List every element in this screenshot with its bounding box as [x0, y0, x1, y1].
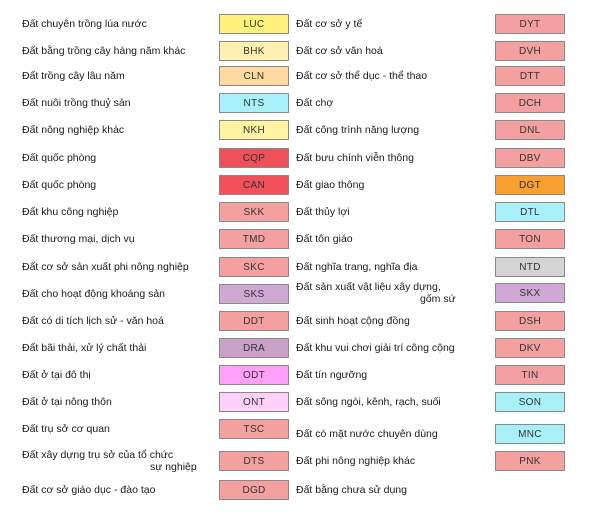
right-legend-swatch: DBV [495, 148, 565, 168]
left-legend-label: Đất có di tích lịch sử - văn hoá [22, 315, 164, 327]
right-legend-swatch: DSH [495, 311, 565, 331]
right-legend-label: Đất cơ sở thể dục - thể thao [296, 70, 428, 82]
right-legend-swatch: DYT [495, 14, 565, 34]
right-legend-swatch: DCH [495, 93, 565, 113]
right-legend-swatch: SON [495, 392, 565, 412]
left-legend-swatch: TMD [219, 229, 289, 249]
left-legend-swatch: SKC [219, 257, 289, 277]
left-legend-swatch: TSC [219, 419, 289, 439]
right-legend-swatch: SKX [495, 283, 565, 303]
left-legend-swatch: NKH [219, 120, 289, 140]
left-legend-label-line2: sự nghiệp [150, 461, 197, 473]
left-legend-swatch: LUC [219, 14, 289, 34]
right-legend-label: Đất sản xuất vật liệu xây dựng, gốm sứ [296, 281, 456, 305]
right-legend-swatch: PNK [495, 451, 565, 471]
right-legend-label: Đất cơ sở y tế [296, 18, 363, 30]
right-legend-label: Đất công trình năng lượng [296, 124, 420, 136]
left-legend-swatch: BHK [219, 41, 289, 61]
left-legend-label: Đất cho hoạt động khoáng sản [22, 288, 166, 300]
right-legend-label: Đất tín ngưỡng [296, 369, 368, 381]
left-legend-label: Đất quốc phòng [22, 152, 97, 164]
right-legend-label: Đất bưu chính viễn thông [296, 152, 414, 164]
left-legend-label: Đất trồng cây lâu năm [22, 70, 125, 82]
left-legend-swatch: CQP [219, 148, 289, 168]
right-legend-label: Đất thủy lợi [296, 206, 350, 218]
left-legend-swatch: NTS [219, 93, 289, 113]
right-legend-label: Đất phi nông nghiệp khác [296, 455, 416, 467]
right-legend-label: Đất giao thông [296, 179, 365, 191]
right-legend-swatch: DNL [495, 120, 565, 140]
left-legend-label: Đất khu công nghiệp [22, 206, 119, 218]
left-legend-swatch: CAN [219, 175, 289, 195]
right-legend-label: Đất có mặt nước chuyên dùng [296, 428, 438, 440]
left-legend-swatch: ODT [219, 365, 289, 385]
left-legend-label: Đất cơ sở giáo dục - đào tạo [22, 484, 156, 496]
right-legend-label-line2: gốm sứ [420, 293, 456, 305]
right-legend-swatch: NTD [495, 257, 565, 277]
left-legend-label: Đất ở tại đô thị [22, 369, 91, 381]
right-legend-label-line1: Đất sản xuất vật liệu xây dựng, [296, 281, 441, 293]
left-legend-label: Đất bãi thải, xử lý chất thải [22, 342, 147, 354]
left-legend-swatch: SKK [219, 202, 289, 222]
right-legend-swatch: TIN [495, 365, 565, 385]
right-legend-label: Đất bằng chưa sử dụng [296, 484, 407, 496]
left-legend-label: Đất nuôi trồng thuỷ sản [22, 97, 131, 109]
right-legend-label: Đất chợ [296, 97, 334, 109]
left-legend-swatch: DRA [219, 338, 289, 358]
right-legend-swatch: MNC [495, 424, 565, 444]
left-legend-label: Đất cơ sở sản xuất phi nông nghiệp [22, 261, 189, 273]
right-legend-label: Đất tôn giáo [296, 233, 353, 245]
right-legend-swatch: DTL [495, 202, 565, 222]
left-legend-label: Đất bằng trồng cây hàng năm khác [22, 45, 186, 57]
right-legend-swatch: DKV [495, 338, 565, 358]
right-legend-label: Đất khu vui chơi giải trí công cộng [296, 342, 455, 354]
left-legend-swatch: DGD [219, 480, 289, 500]
right-legend-label: Đất cơ sở văn hoá [296, 45, 383, 57]
left-legend-label: Đất xây dựng trụ sở của tổ chức sự nghiệp [22, 449, 197, 473]
left-legend-swatch: ONT [219, 392, 289, 412]
left-legend-swatch: CLN [219, 66, 289, 86]
left-legend-label: Đất quốc phòng [22, 179, 97, 191]
right-legend-label: Đất nghĩa trang, nghĩa địa [296, 261, 418, 273]
left-legend-label: Đất nông nghiệp khác [22, 124, 125, 136]
left-legend-label: Đất ở tại nông thôn [22, 396, 112, 408]
right-legend-swatch: DVH [495, 41, 565, 61]
left-legend-swatch: SKS [219, 284, 289, 304]
left-legend-label: Đất chuyên trồng lúa nước [22, 18, 147, 30]
right-legend-swatch: DGT [495, 175, 565, 195]
left-legend-label: Đất thương mại, dịch vụ [22, 233, 135, 245]
left-legend-label: Đất trụ sở cơ quan [22, 423, 110, 435]
right-legend-swatch: DTT [495, 66, 565, 86]
right-legend-swatch: TON [495, 229, 565, 249]
left-legend-swatch: DDT [219, 311, 289, 331]
right-legend-label: Đất sinh hoạt cộng đồng [296, 315, 410, 327]
right-legend-label: Đất sông ngòi, kênh, rạch, suối [296, 396, 441, 408]
left-legend-swatch: DTS [219, 451, 289, 471]
left-legend-label-line1: Đất xây dựng trụ sở của tổ chức [22, 449, 174, 461]
